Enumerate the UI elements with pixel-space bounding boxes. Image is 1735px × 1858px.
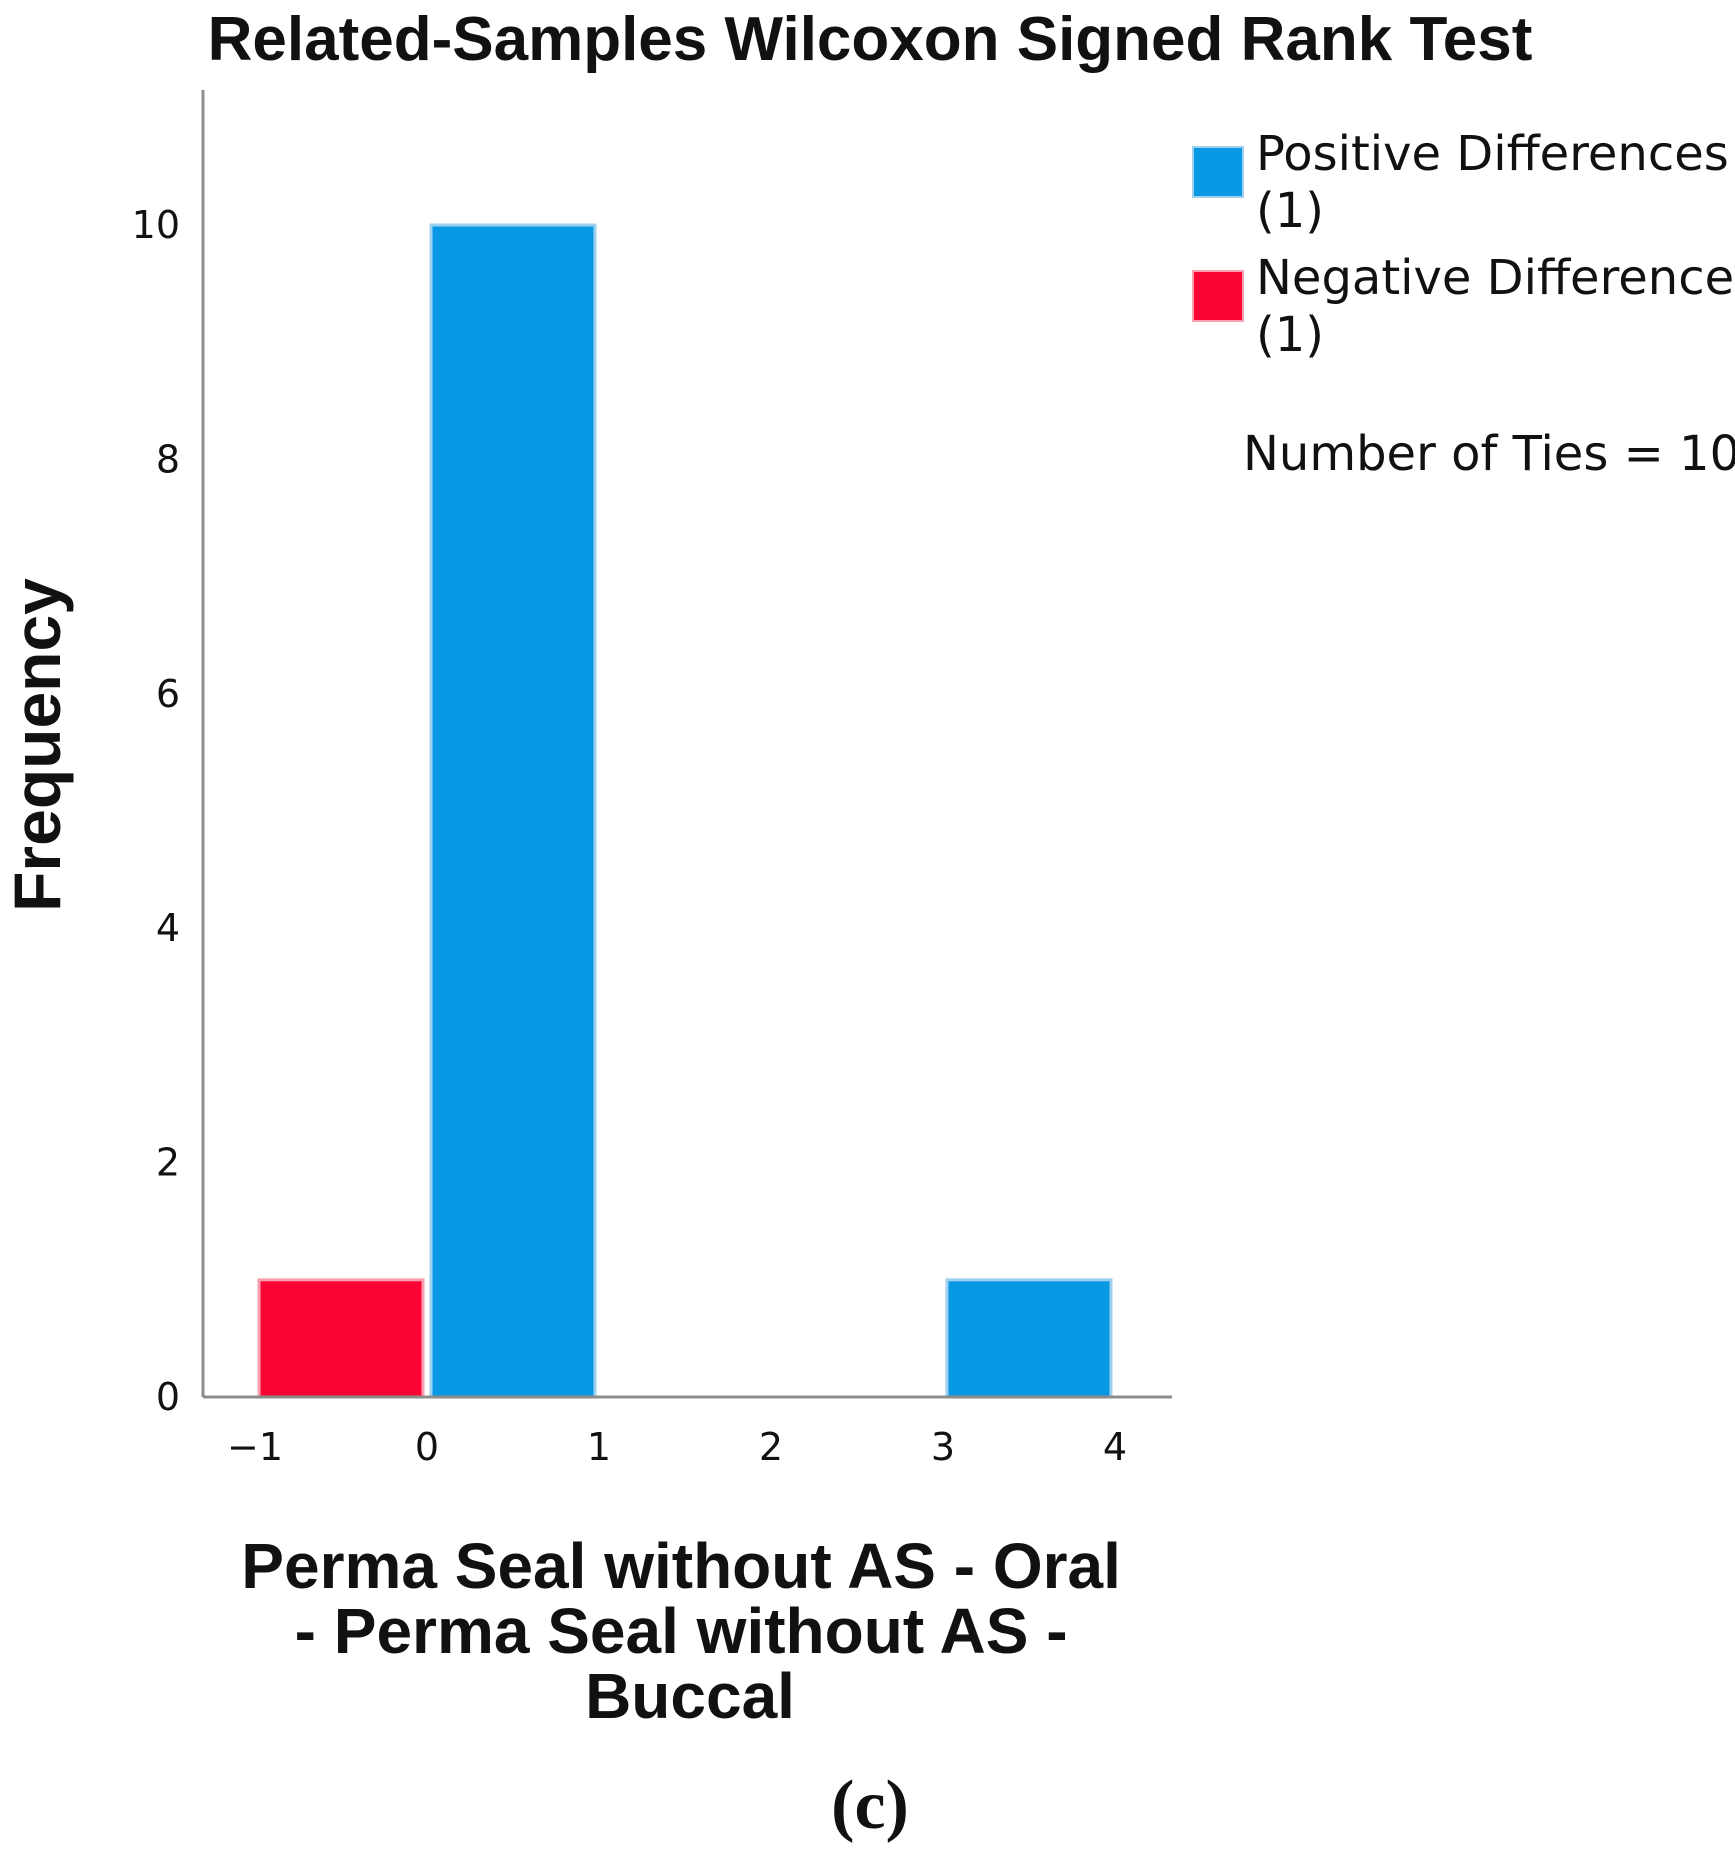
y-tick-label: 4 [156, 906, 180, 950]
y-tick-label: 10 [132, 203, 180, 247]
y-tick-label: 8 [156, 437, 180, 481]
x-tick-label: 2 [759, 1425, 783, 1469]
legend-label-positive: Positive Differences (1) [1256, 126, 1735, 239]
panel-label: (c) [831, 1767, 909, 1844]
legend-label-negative-count: (1) [1256, 307, 1324, 363]
legend-swatch-negative [1192, 270, 1244, 322]
chart-title: Related-Samples Wilcoxon Signed Rank Tes… [208, 5, 1533, 74]
legend: Positive Differences (1) Negative Differ… [1192, 126, 1735, 482]
legend-swatch-positive [1192, 146, 1244, 198]
legend-label-negative: Negative Differences (1) [1256, 250, 1735, 363]
y-tick-label: 2 [156, 1141, 180, 1185]
x-tick-label: 4 [1103, 1425, 1127, 1469]
x-axis-label-line-2: - Perma Seal without AS - [295, 1595, 1068, 1667]
bar-2 [945, 1278, 1113, 1399]
x-tick-label: 1 [587, 1425, 611, 1469]
x-axis-label-line-1: Perma Seal without AS - Oral [241, 1530, 1121, 1602]
legend-label-positive-name: Positive Differences [1256, 126, 1729, 182]
x-tick-label: −1 [227, 1425, 283, 1469]
ties-annotation: Number of Ties = 10 [1243, 426, 1735, 482]
y-axis-label: Frequency [0, 578, 74, 912]
legend-label-negative-name: Negative Differences [1256, 250, 1735, 306]
x-tick-labels: −1 0 1 2 3 4 [227, 1425, 1127, 1469]
x-axis-label: Perma Seal without AS - Oral - Perma Sea… [241, 1530, 1138, 1732]
x-tick-label: 3 [931, 1425, 955, 1469]
bars-group [257, 223, 1113, 1399]
y-tick-label: 0 [156, 1375, 180, 1419]
y-tick-labels: 0 2 4 6 8 10 [132, 203, 180, 1419]
bar-1 [429, 223, 597, 1399]
x-axis-label-line-3: Buccal [585, 1660, 795, 1732]
y-tick-label: 6 [156, 672, 180, 716]
legend-label-positive-count: (1) [1256, 183, 1324, 239]
x-tick-label: 0 [415, 1425, 439, 1469]
bar-0 [257, 1278, 425, 1399]
